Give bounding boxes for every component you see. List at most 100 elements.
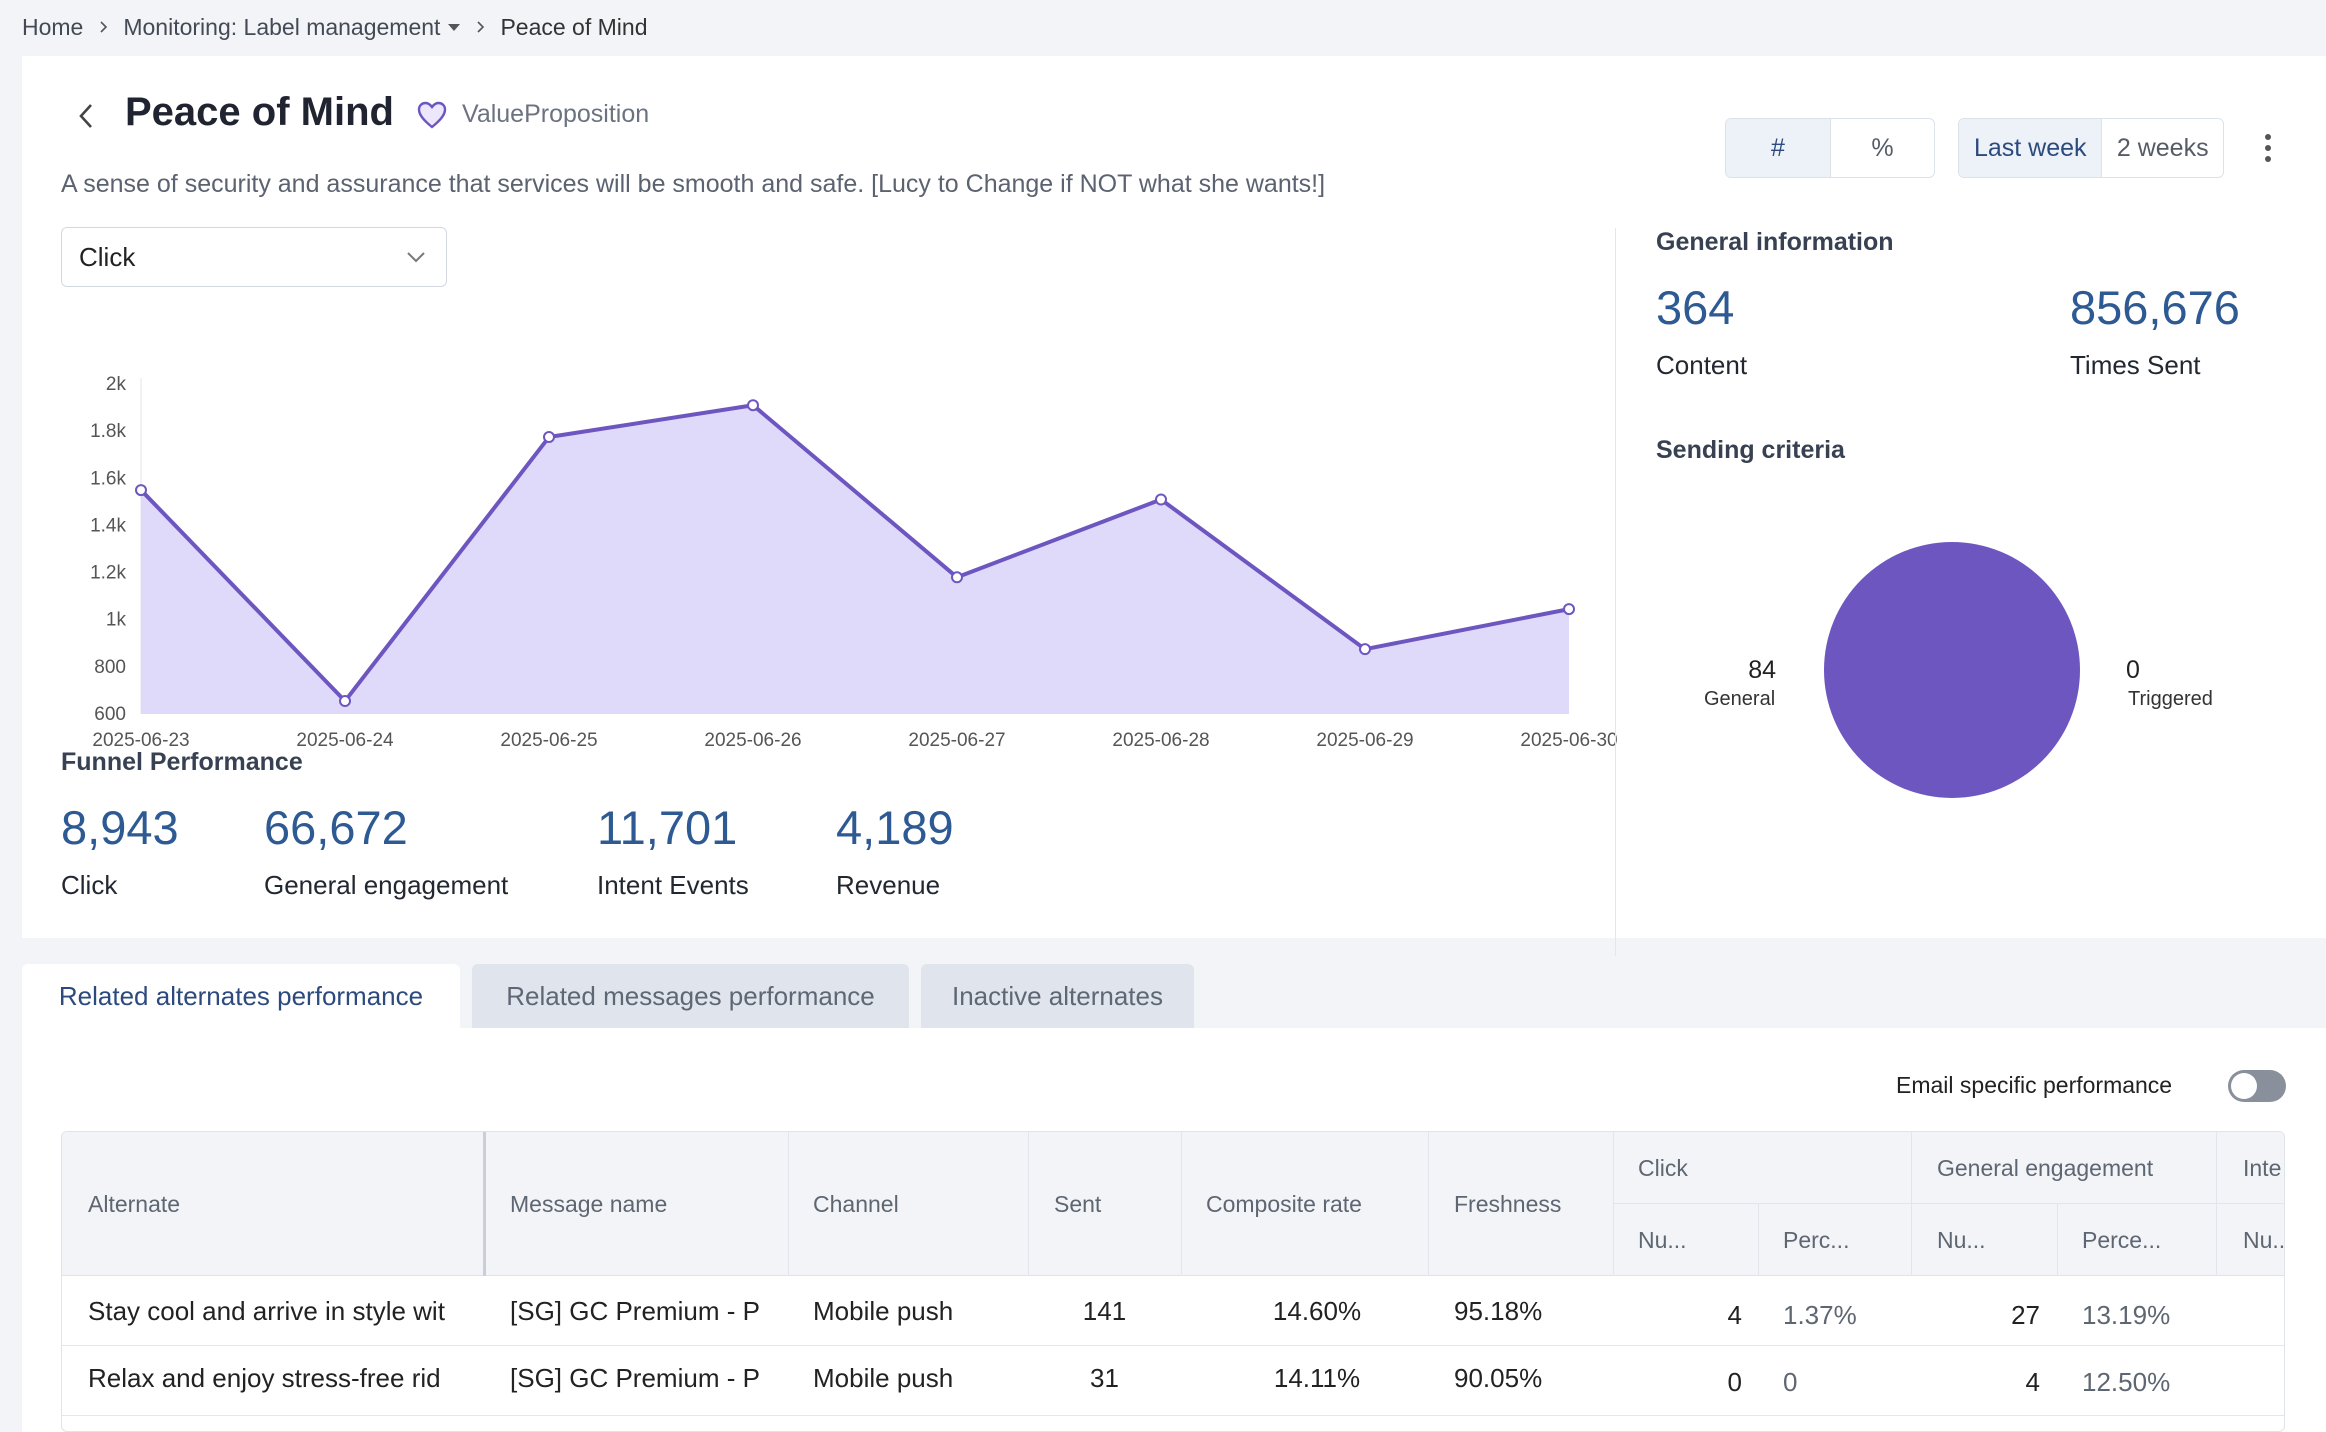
triggered-criteria-value: 0 xyxy=(2126,656,2140,684)
cell-ge-number: 4 xyxy=(2025,1367,2040,1397)
times-sent-value: 856,676 xyxy=(2070,281,2240,334)
data-point[interactable] xyxy=(1563,603,1575,616)
range-2-weeks-button[interactable]: 2 weeks xyxy=(2101,119,2223,177)
data-point[interactable] xyxy=(1359,643,1371,656)
chevron-left-icon xyxy=(79,104,92,128)
data-point[interactable] xyxy=(747,399,759,412)
label-type-tag: ValueProposition xyxy=(462,100,650,128)
cell-click-number: 0 xyxy=(1727,1367,1742,1397)
cell-channel: Mobile push xyxy=(813,1363,954,1393)
content-count-label: Content xyxy=(1656,350,1748,380)
y-tick-label: 800 xyxy=(94,657,126,678)
cell-composite-rate: 14.11% xyxy=(1273,1363,1361,1393)
page-title: Peace of Mind xyxy=(125,90,394,134)
y-tick-label: 1.2k xyxy=(90,563,126,584)
column-resize-handle[interactable] xyxy=(483,1132,486,1276)
range-last-week-button[interactable]: Last week xyxy=(1959,119,2102,177)
cell-click-percent: 0 xyxy=(1783,1367,1798,1397)
time-range-toggle: Last week 2 weeks xyxy=(1958,118,2224,178)
cell-alternate: Stay cool and arrive in style wit xyxy=(88,1296,445,1326)
th-intent-number[interactable]: Nu... xyxy=(2243,1227,2285,1253)
x-tick-label: 2025-06-23 xyxy=(92,730,189,751)
y-tick-label: 1k xyxy=(106,610,127,631)
more-options-icon[interactable] xyxy=(2256,128,2280,168)
th-click-number[interactable]: Nu... xyxy=(1638,1227,1687,1253)
column-divider xyxy=(1181,1132,1182,1276)
cell-freshness: 90.05% xyxy=(1454,1363,1543,1393)
mode-percent-button[interactable]: % xyxy=(1830,119,1934,177)
x-tick-label: 2025-06-27 xyxy=(908,730,1005,751)
mode-count-button[interactable]: # xyxy=(1726,119,1830,177)
funnel-intent-value: 11,701 xyxy=(597,801,738,854)
x-tick-label: 2025-06-24 xyxy=(296,730,394,751)
cell-ge-percent: 12.50% xyxy=(2082,1367,2171,1397)
table-row[interactable]: Stay cool and arrive in style wit [SG] G… xyxy=(62,1276,2284,1346)
th-intent-group: Inte xyxy=(2243,1155,2282,1181)
cell-composite-rate: 14.60% xyxy=(1272,1296,1362,1326)
cell-alternate: Relax and enjoy stress-free rid xyxy=(88,1363,441,1393)
data-point[interactable] xyxy=(543,431,555,444)
cell-freshness: 95.18% xyxy=(1454,1296,1543,1326)
chevron-right-icon xyxy=(100,21,108,33)
caret-down-icon[interactable] xyxy=(448,23,461,31)
metric-select-value: Click xyxy=(79,241,136,272)
cell-ge-number: 27 xyxy=(2011,1300,2040,1330)
y-tick-label: 1.4k xyxy=(90,515,126,536)
th-ge-number[interactable]: Nu... xyxy=(1937,1227,1986,1253)
th-click-percent[interactable]: Perc... xyxy=(1783,1227,1850,1253)
toggle-knob xyxy=(2231,1073,2257,1099)
cell-channel: Mobile push xyxy=(813,1296,954,1326)
breadcrumb: Home Monitoring: Label management Peace … xyxy=(22,12,647,42)
cell-sent: 141 xyxy=(1082,1296,1127,1326)
general-info-title: General information xyxy=(1656,228,1894,256)
y-tick-label: 2k xyxy=(106,374,127,395)
chevron-down-icon xyxy=(407,252,425,263)
funnel-click-value: 8,943 xyxy=(61,801,179,854)
th-sent[interactable]: Sent xyxy=(1054,1191,1102,1217)
x-tick-label: 2025-06-29 xyxy=(1316,730,1413,751)
back-button[interactable] xyxy=(66,96,106,136)
breadcrumb-section[interactable]: Monitoring: Label management xyxy=(123,13,441,40)
funnel-revenue-label: Revenue xyxy=(836,870,941,900)
table-row[interactable]: Relax and enjoy stress-free rid [SG] GC … xyxy=(62,1346,2284,1416)
tab-related-messages[interactable]: Related messages performance xyxy=(472,964,909,1028)
th-ge-percent[interactable]: Perce... xyxy=(2082,1227,2162,1253)
metric-select[interactable]: Click xyxy=(61,227,447,287)
x-tick-label: 2025-06-25 xyxy=(500,730,597,751)
column-divider xyxy=(788,1132,789,1276)
alternates-table: Alternate Message name Channel Sent Comp… xyxy=(61,1131,2285,1432)
panel-divider xyxy=(1615,228,1616,956)
heart-icon xyxy=(417,101,447,129)
funnel-general-label: General engagement xyxy=(264,870,509,900)
chevron-right-icon xyxy=(477,21,485,33)
metric-area-chart: 2k 1.8k 1.6k 1.4k 1.2k 1k 800 600 2025-06-23 2025… xyxy=(57,304,1657,784)
series-line xyxy=(139,403,1570,704)
header-subdivider xyxy=(1613,1203,2284,1204)
sending-criteria-title: Sending criteria xyxy=(1656,436,1845,464)
th-composite-rate[interactable]: Composite rate xyxy=(1206,1191,1362,1217)
general-criteria-label: General xyxy=(1704,688,1776,710)
funnel-revenue-value: 4,189 xyxy=(836,801,954,854)
th-alternate[interactable]: Alternate xyxy=(88,1191,181,1217)
funnel-intent-label: Intent Events xyxy=(597,870,749,900)
cell-message-name: [SG] GC Premium - P xyxy=(510,1296,760,1326)
data-point[interactable] xyxy=(135,484,147,497)
series-area xyxy=(141,405,1569,714)
cell-ge-percent: 13.19% xyxy=(2082,1300,2171,1330)
x-tick-label: 2025-06-26 xyxy=(704,730,801,751)
data-point[interactable] xyxy=(951,571,963,584)
breadcrumb-home[interactable]: Home xyxy=(22,13,84,40)
tab-related-alternates[interactable]: Related alternates performance xyxy=(22,964,460,1028)
th-freshness[interactable]: Freshness xyxy=(1454,1191,1562,1217)
th-general-engagement-group: General engagement xyxy=(1937,1155,2154,1181)
y-tick-label: 600 xyxy=(94,704,126,725)
data-point[interactable] xyxy=(1155,493,1167,506)
pie-slice-general xyxy=(1824,542,2080,798)
times-sent-label: Times Sent xyxy=(2070,350,2201,380)
tab-inactive-alternates[interactable]: Inactive alternates xyxy=(921,964,1194,1028)
y-tick-label: 1.8k xyxy=(90,421,126,442)
email-performance-toggle[interactable] xyxy=(2228,1070,2286,1102)
th-message-name[interactable]: Message name xyxy=(510,1191,668,1217)
data-point[interactable] xyxy=(339,695,351,708)
th-channel[interactable]: Channel xyxy=(813,1191,899,1217)
